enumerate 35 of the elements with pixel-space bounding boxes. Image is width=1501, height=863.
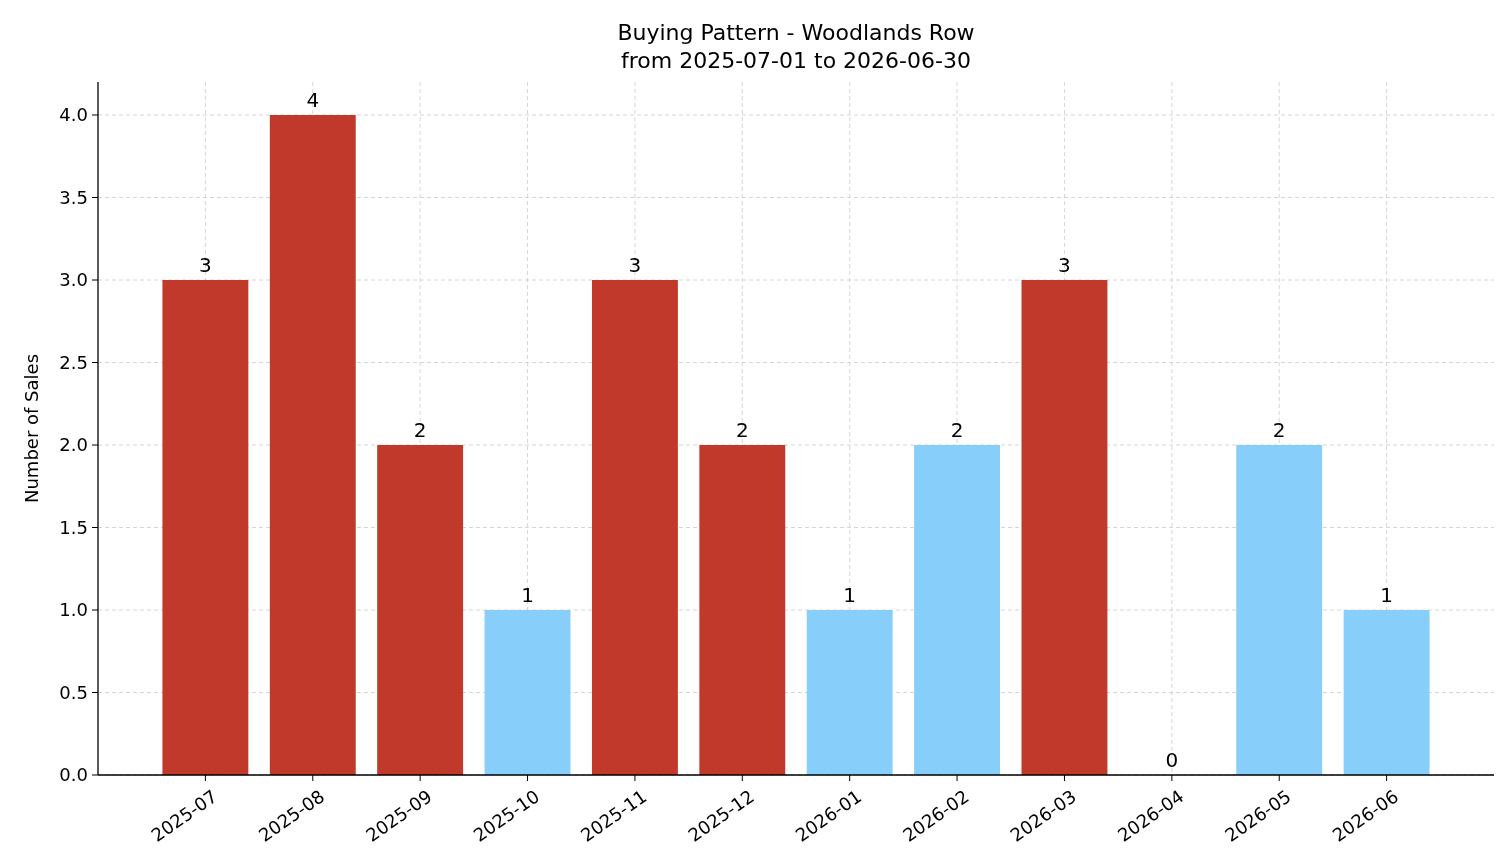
bar xyxy=(1343,610,1430,775)
chart-title: Buying Pattern - Woodlands Row xyxy=(617,20,975,45)
chart-subtitle: from 2025-07-01 to 2026-06-30 xyxy=(621,48,971,73)
data-label: 1 xyxy=(843,583,857,607)
y-tick-label: 3.0 xyxy=(59,269,88,291)
bar xyxy=(269,115,356,775)
y-tick-label: 3.5 xyxy=(59,186,88,208)
bar xyxy=(591,280,678,775)
bar xyxy=(1021,280,1108,775)
data-label: 3 xyxy=(628,253,642,277)
data-label: 0 xyxy=(1165,748,1179,772)
bar xyxy=(806,610,893,775)
bar xyxy=(699,445,786,775)
y-tick-label: 0.0 xyxy=(59,764,88,786)
data-label: 2 xyxy=(950,418,964,442)
bar xyxy=(914,445,1001,775)
data-label: 1 xyxy=(1380,583,1393,607)
bar xyxy=(1236,445,1323,775)
data-label: 4 xyxy=(306,88,320,112)
bar xyxy=(377,445,464,775)
y-tick-label: 1.5 xyxy=(59,516,88,538)
y-tick-label: 2.0 xyxy=(59,434,88,456)
data-label: 2 xyxy=(413,418,427,442)
data-label: 1 xyxy=(521,583,534,607)
y-tick-label: 1.0 xyxy=(59,599,88,621)
y-tick-label: 2.5 xyxy=(59,351,88,373)
y-tick-label: 0.5 xyxy=(59,681,88,703)
bar xyxy=(484,610,571,775)
data-label: 3 xyxy=(1058,253,1071,277)
data-label: 3 xyxy=(199,253,212,277)
data-label: 2 xyxy=(1272,418,1286,442)
data-label: 2 xyxy=(735,418,749,442)
y-tick-label: 4.0 xyxy=(59,104,88,126)
y-axis-title: Number of Sales xyxy=(21,353,42,504)
bar xyxy=(162,280,249,775)
